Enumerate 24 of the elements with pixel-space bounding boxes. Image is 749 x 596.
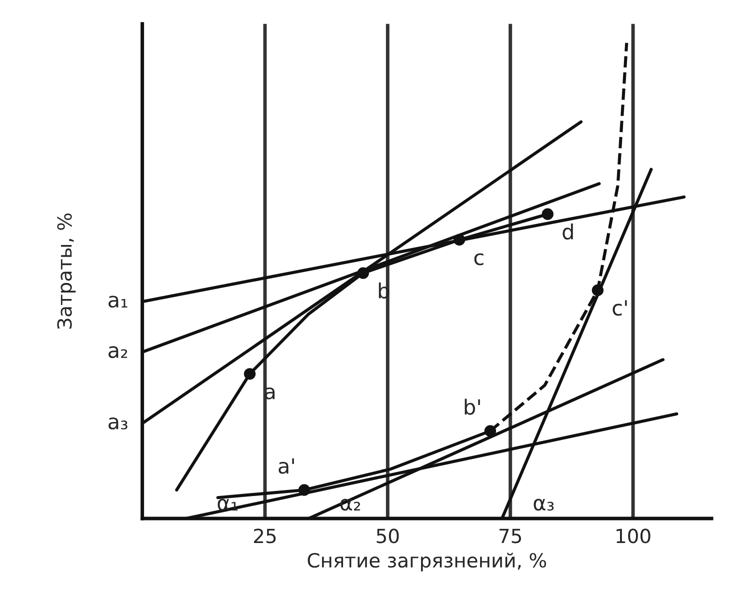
x-tick-label: 75: [500, 528, 522, 544]
annotation: a₃: [108, 417, 128, 430]
annotation: α₃: [534, 498, 554, 511]
annotation: c: [474, 253, 484, 266]
point: [592, 284, 604, 296]
point: [244, 368, 256, 380]
annotation: a₂: [108, 346, 128, 358]
x-tick-label: 100: [616, 528, 650, 544]
annotation: α₁: [218, 498, 238, 511]
point: [484, 425, 496, 437]
annotation: a₁: [108, 296, 128, 308]
point: [542, 208, 554, 220]
point: [357, 267, 369, 279]
x-tick-label: 50: [376, 528, 399, 544]
annotation: a': [278, 458, 294, 474]
annotation: c': [612, 300, 627, 316]
point: [453, 234, 466, 246]
x-tick-label: 25: [254, 528, 276, 544]
y-axis-title: Затраты, %: [57, 214, 76, 329]
annotation: b': [464, 398, 480, 415]
point: [298, 484, 310, 496]
annotation: d: [562, 223, 573, 240]
x-axis-title: Снятие загрязнений, %: [308, 552, 546, 572]
annotation: α₂: [340, 498, 360, 511]
